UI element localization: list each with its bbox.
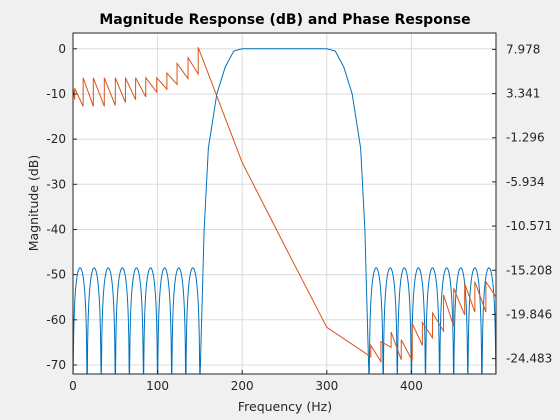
plot-area <box>73 33 496 374</box>
right-y-tick-label: -24.483 <box>506 352 552 366</box>
right-y-tick-label: -19.846 <box>506 307 552 321</box>
axis-ticks: 0 100 200 300 400 0 -10 -20 -30 -40 -50 -60 -70 7.978… <box>46 42 552 393</box>
magnitude-series-line <box>73 48 496 374</box>
y-tick-label: -70 <box>46 358 66 372</box>
axes-box <box>72 32 497 375</box>
x-tick-label: 300 <box>315 379 338 393</box>
x-tick-label: 400 <box>400 379 423 393</box>
y-tick-label: 0 <box>58 42 66 56</box>
y-tick-label: -20 <box>46 132 66 146</box>
x-axis-label: Frequency (Hz) <box>238 399 332 414</box>
chart-title: Magnitude Response (dB) and Phase Respon… <box>99 12 470 28</box>
right-y-tick-label: 7.978 <box>506 42 540 56</box>
grid <box>72 33 496 374</box>
y-tick-label: -30 <box>46 177 66 191</box>
right-y-tick-label: 3.341 <box>506 87 540 101</box>
data-series <box>73 47 496 374</box>
y-tick-label: -60 <box>46 313 66 327</box>
y-tick-label: -50 <box>46 268 66 282</box>
y-tick-label: -40 <box>46 222 66 236</box>
right-y-tick-label: -5.934 <box>506 175 545 189</box>
x-tick-label: 200 <box>231 379 254 393</box>
y-tick-label: -10 <box>46 87 66 101</box>
right-y-tick-label: -15.208 <box>506 263 552 277</box>
right-y-tick-label: -10.571 <box>506 219 552 233</box>
x-tick-label: 0 <box>69 379 77 393</box>
y-axis-label: Magnitude (dB) <box>26 155 41 251</box>
phase-series-line <box>73 47 496 364</box>
right-y-tick-label: -1.296 <box>506 131 545 145</box>
x-tick-label: 100 <box>146 379 169 393</box>
